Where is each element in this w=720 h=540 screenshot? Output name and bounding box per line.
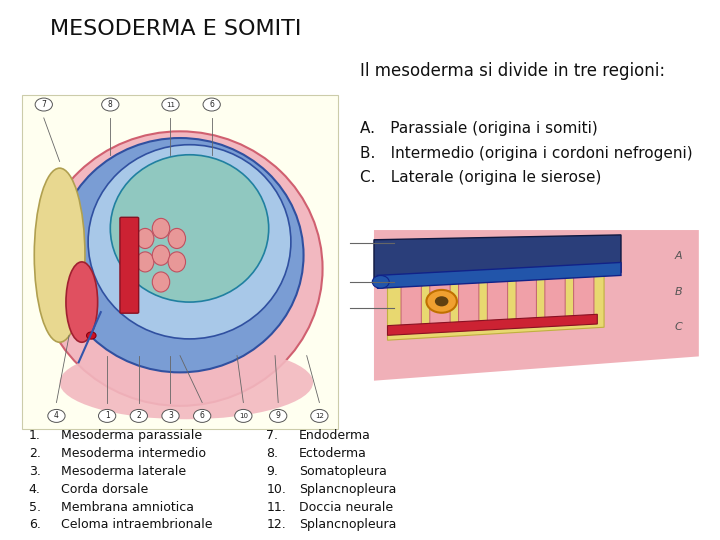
Ellipse shape [168,228,186,248]
Text: Mesoderma intermedio: Mesoderma intermedio [61,447,206,460]
Ellipse shape [60,346,313,419]
Text: 10: 10 [239,413,248,419]
Circle shape [162,409,179,422]
Polygon shape [516,275,536,324]
Polygon shape [374,230,699,381]
Text: Ectoderma: Ectoderma [299,447,366,460]
FancyBboxPatch shape [120,217,139,313]
Text: 1: 1 [105,411,109,421]
Text: C.  Laterale (origina le sierose): C. Laterale (origina le sierose) [360,170,601,185]
Polygon shape [574,271,594,321]
Circle shape [372,275,390,288]
Text: 4.: 4. [29,483,40,496]
Text: 11: 11 [166,102,175,107]
Circle shape [269,409,287,422]
Text: Endoderma: Endoderma [299,429,371,442]
Circle shape [426,290,457,313]
Text: Somatopleura: Somatopleura [299,465,387,478]
Circle shape [194,409,211,422]
Text: A: A [675,251,683,261]
Text: 2: 2 [137,411,141,421]
Ellipse shape [153,272,170,292]
Text: B.  Intermedio (origina i cordoni nefrogeni): B. Intermedio (origina i cordoni nefroge… [360,146,693,161]
Ellipse shape [168,252,186,272]
Text: Membrana amniotica: Membrana amniotica [61,501,194,514]
Ellipse shape [66,262,98,342]
Circle shape [86,332,96,339]
Polygon shape [387,275,604,340]
Text: Splancnopleura: Splancnopleura [299,518,396,531]
Text: 6: 6 [210,100,214,109]
Text: 9: 9 [276,411,281,421]
Text: 3.: 3. [29,465,40,478]
Text: 8.: 8. [266,447,279,460]
Text: Corda dorsale: Corda dorsale [61,483,148,496]
Text: A.  Parassiale (origina i somiti): A. Parassiale (origina i somiti) [360,122,598,137]
Circle shape [203,98,220,111]
Text: 6: 6 [199,411,204,421]
Text: Doccia neurale: Doccia neurale [299,501,393,514]
Ellipse shape [56,138,304,373]
Circle shape [102,98,119,111]
Text: 7: 7 [41,100,46,109]
Circle shape [35,98,53,111]
Ellipse shape [137,228,154,248]
Polygon shape [377,262,621,288]
Text: 12.: 12. [266,518,286,531]
Circle shape [99,409,116,422]
Text: B: B [675,287,683,296]
Text: 12: 12 [315,413,324,419]
Text: 4: 4 [54,411,59,421]
Circle shape [311,409,328,422]
Text: C: C [675,322,683,332]
Ellipse shape [88,145,291,339]
Circle shape [48,409,65,422]
Text: 7.: 7. [266,429,279,442]
Text: 11.: 11. [266,501,286,514]
Text: MESODERMA E SOMITI: MESODERMA E SOMITI [50,19,302,39]
Text: Mesoderma laterale: Mesoderma laterale [61,465,186,478]
Circle shape [235,409,252,422]
Ellipse shape [110,155,269,302]
Ellipse shape [37,131,323,406]
Text: Mesoderma parassiale: Mesoderma parassiale [61,429,202,442]
Polygon shape [401,285,421,330]
Text: 2.: 2. [29,447,40,460]
Ellipse shape [35,168,85,342]
Text: Celoma intraembrionale: Celoma intraembrionale [61,518,212,531]
FancyBboxPatch shape [22,94,338,429]
Text: 5.: 5. [29,501,41,514]
Polygon shape [387,314,598,335]
Text: 3: 3 [168,411,173,421]
Polygon shape [459,280,479,327]
Polygon shape [545,273,565,322]
Polygon shape [487,278,508,326]
Text: Splancnopleura: Splancnopleura [299,483,396,496]
Text: 8: 8 [108,100,112,109]
Ellipse shape [137,252,154,272]
Text: 9.: 9. [266,465,278,478]
Text: Il mesoderma si divide in tre regioni:: Il mesoderma si divide in tre regioni: [360,62,665,80]
Text: 6.: 6. [29,518,40,531]
Ellipse shape [153,218,170,239]
Circle shape [130,409,148,422]
Circle shape [435,296,449,306]
Polygon shape [374,235,621,284]
Polygon shape [430,283,450,329]
Circle shape [162,98,179,111]
Ellipse shape [153,245,170,265]
Text: 1.: 1. [29,429,40,442]
Text: 10.: 10. [266,483,287,496]
